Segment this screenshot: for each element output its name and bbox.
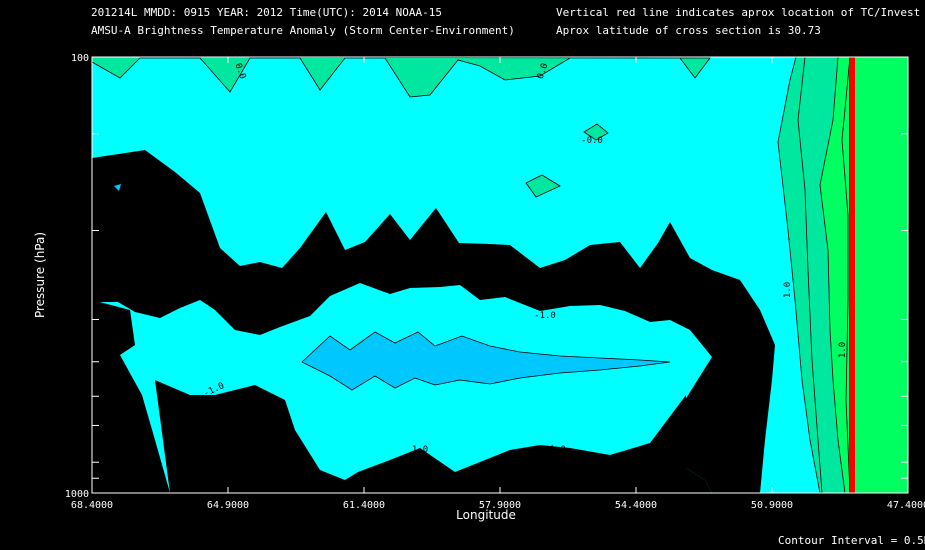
x-tick-label: 47.4000	[887, 500, 925, 511]
contour-label: -1.0	[534, 311, 556, 321]
x-tick-label: 54.4000	[615, 500, 657, 511]
contour-label: -1.0	[544, 445, 566, 455]
header-line2-right: Aprox latitude of cross section is 30.73	[556, 24, 821, 37]
contour-label: -0.0	[581, 136, 603, 146]
y-tick-label: 1000	[65, 489, 89, 500]
header-line2-left: AMSU-A Brightness Temperature Anomaly (S…	[91, 24, 515, 37]
y-axis: 100 1000	[65, 53, 908, 500]
x-tick-label: 50.9000	[751, 500, 793, 511]
contour-label: 1.0	[838, 342, 848, 358]
fill-green-top1	[92, 57, 711, 98]
contour-label: 1.0	[412, 445, 428, 455]
fill-green-right-inner	[819, 57, 908, 493]
fill-black-left	[92, 300, 170, 493]
y-axis-title: Pressure (hPa)	[33, 232, 47, 318]
header-line1-right: Vertical red line indicates aprox locati…	[556, 6, 921, 19]
x-tick-label: 57.9000	[479, 500, 521, 511]
fill-green-patch2	[525, 174, 561, 198]
fill-green-patch1	[583, 123, 609, 141]
fill-blue-patch-left	[114, 184, 121, 191]
header-line1-left: 201214L MMDD: 0915 YEAR: 2012 Time(UTC):…	[91, 6, 442, 19]
y-tick-label: 100	[71, 53, 89, 64]
x-tick-label: 61.4000	[343, 500, 385, 511]
contour-label: 1.0	[783, 282, 793, 298]
x-axis: 68.4000 64.9000 61.4000 57.9000 54.4000 50.90…	[71, 57, 925, 511]
fill-blue-core	[301, 331, 671, 391]
fill-black-lower	[155, 380, 712, 493]
contour-fills	[92, 57, 908, 493]
x-axis-title: Longitude	[456, 508, 516, 522]
contour-line-right1	[797, 57, 823, 493]
contour-line-right2	[841, 57, 851, 493]
fill-black-upper	[92, 150, 775, 493]
x-tick-label: 68.4000	[71, 500, 113, 511]
contour-interval-label: Contour Interval = 0.5K	[778, 534, 925, 547]
x-tick-label: 64.9000	[207, 500, 249, 511]
